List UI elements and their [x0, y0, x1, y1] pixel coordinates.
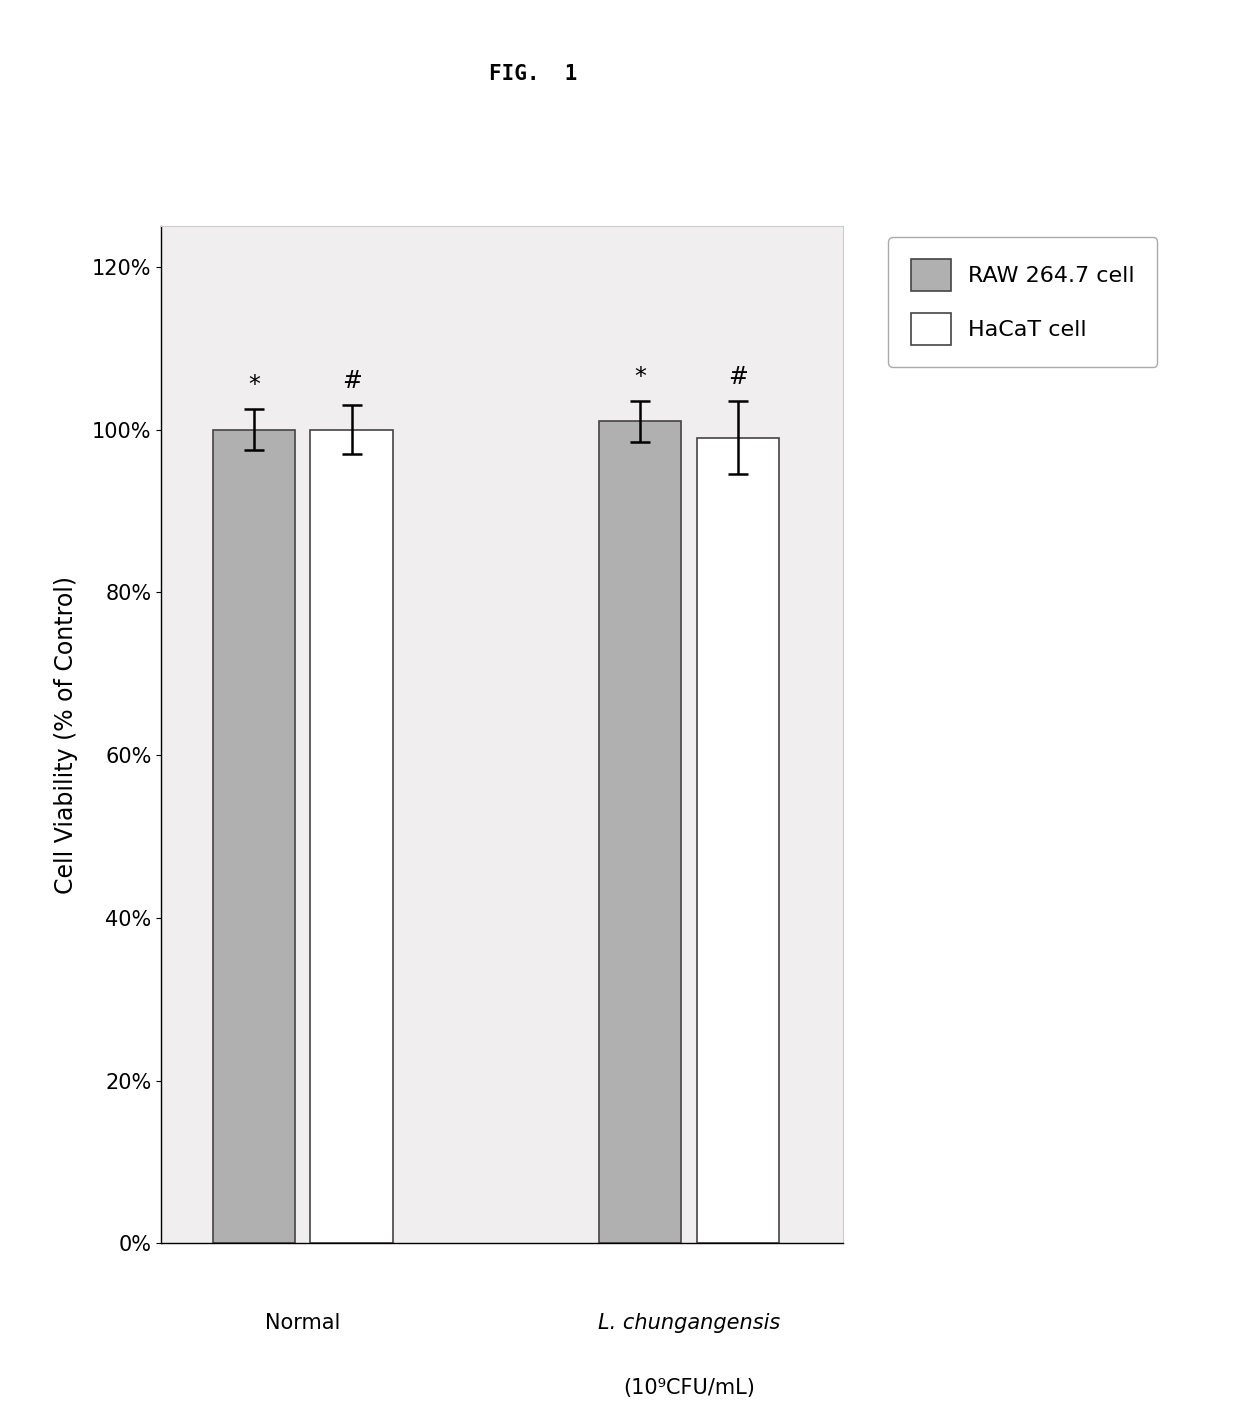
Text: (10⁹CFU/mL): (10⁹CFU/mL): [622, 1378, 755, 1397]
Bar: [310, 430, 393, 1243]
Bar: [697, 438, 779, 1243]
Text: *: *: [634, 365, 646, 389]
Legend: RAW 264.7 cell, HaCaT cell: RAW 264.7 cell, HaCaT cell: [888, 237, 1157, 367]
Text: Normal: Normal: [265, 1313, 341, 1332]
Bar: [599, 421, 681, 1243]
Text: L. chungangensis: L. chungangensis: [598, 1313, 780, 1332]
Text: #: #: [728, 365, 748, 389]
Y-axis label: Cell Viability (% of Control): Cell Viability (% of Control): [55, 575, 78, 894]
Text: FIG.  1: FIG. 1: [489, 64, 578, 83]
Text: #: #: [342, 369, 362, 393]
Text: *: *: [248, 373, 260, 397]
Bar: [213, 430, 295, 1243]
